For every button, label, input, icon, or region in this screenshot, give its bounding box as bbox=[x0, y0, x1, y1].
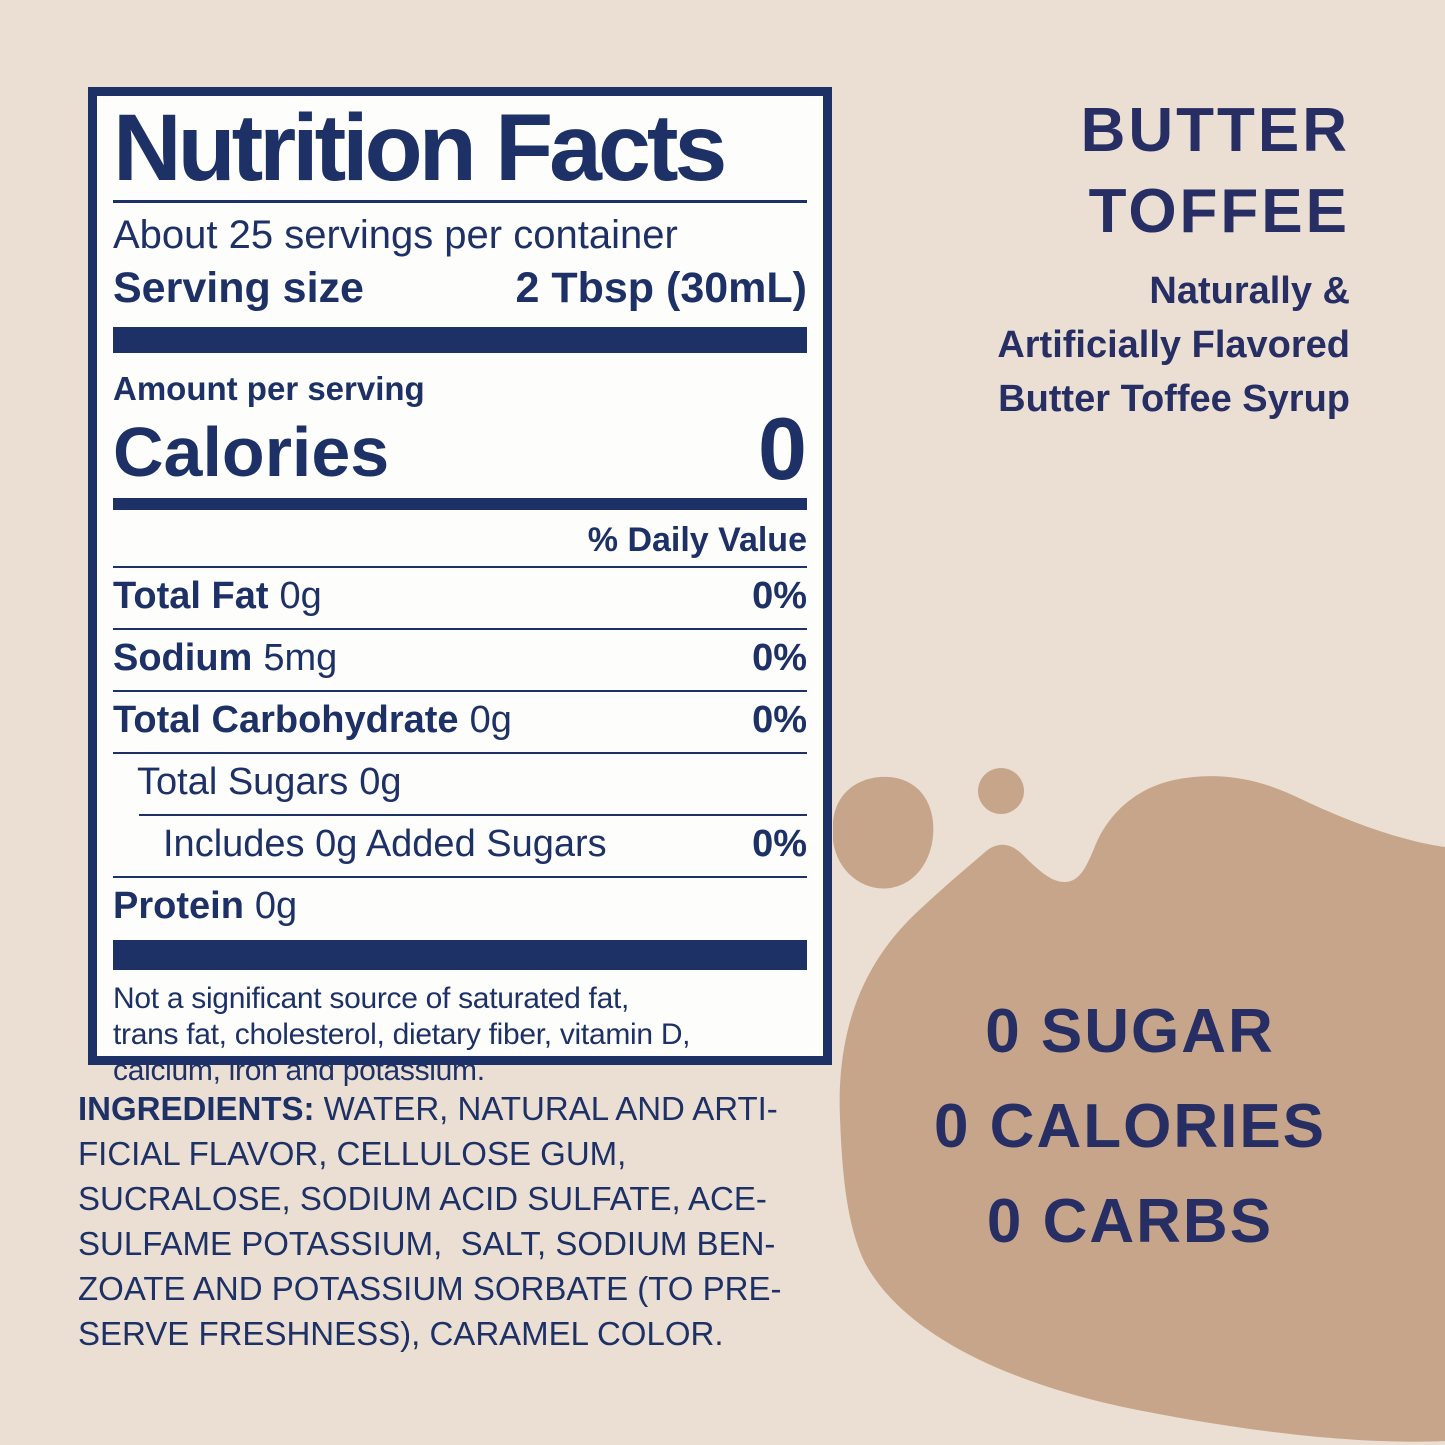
flavor-subtitle-line: Naturally & bbox=[1149, 270, 1350, 312]
ingredients-line: SUCRALOSE, SODIUM ACID SULFATE, ACE- bbox=[78, 1180, 767, 1217]
thick-divider bbox=[113, 327, 807, 353]
nutrient-row-total-carbohydrate: Total Carbohydrate 0g 0% bbox=[113, 692, 807, 748]
nutrient-daily-value: 0% bbox=[752, 699, 807, 741]
ingredients-line: SERVE FRESHNESS), CARAMEL COLOR. bbox=[78, 1315, 724, 1352]
nutrient-row-protein: Protein 0g bbox=[113, 878, 807, 934]
nutrition-facts-title: Nutrition Facts bbox=[113, 95, 727, 201]
thick-divider bbox=[113, 940, 807, 970]
splash-droplet bbox=[978, 768, 1024, 814]
footnote: Not a significant source of saturated fa… bbox=[113, 981, 807, 1089]
flavor-subtitle-line: Artificially Flavored bbox=[997, 324, 1350, 366]
divider bbox=[113, 628, 807, 630]
flavor-subtitle: Naturally & Artificially Flavored Butter… bbox=[997, 264, 1350, 426]
amount-per-serving-label: Amount per serving bbox=[113, 370, 425, 407]
calories-row: Calories 0 bbox=[113, 399, 807, 498]
splash-blob-small bbox=[833, 776, 934, 889]
nutrient-name: Total Fat bbox=[113, 575, 269, 617]
flavor-name-line-2: TOFFEE bbox=[1088, 177, 1350, 246]
nutrient-name: Protein bbox=[113, 885, 244, 927]
divider bbox=[113, 690, 807, 692]
nutrient-amount: 5mg bbox=[263, 637, 338, 679]
nutrient-name: Includes 0g Added Sugars bbox=[163, 823, 607, 865]
nutrient-amount: 0g bbox=[254, 885, 298, 927]
servings-per-container: About 25 servings per container bbox=[113, 213, 678, 257]
calories-value: 0 bbox=[758, 399, 807, 498]
nutrient-name: Sodium bbox=[113, 637, 253, 679]
nutrient-row-total-fat: Total Fat 0g 0% bbox=[113, 568, 807, 624]
serving-size-label: Serving size bbox=[113, 264, 364, 312]
nutrient-amount: 0g bbox=[469, 699, 512, 741]
nutrient-row-total-sugars: Total Sugars 0g bbox=[113, 754, 807, 810]
divider bbox=[113, 876, 807, 878]
ingredients-line: FICIAL FLAVOR, CELLULOSE GUM, bbox=[78, 1135, 627, 1172]
ingredients-line: SULFAME POTASSIUM, SALT, SODIUM BEN- bbox=[78, 1225, 776, 1262]
ingredients-section: INGREDIENTS: WATER, NATURAL AND ARTI- FI… bbox=[78, 1086, 878, 1356]
claim-zero-calories: 0 CALORIES bbox=[933, 1092, 1327, 1161]
nutrient-row-added-sugars: Includes 0g Added Sugars 0% bbox=[113, 816, 807, 872]
ingredients-line: INGREDIENTS: WATER, NATURAL AND ARTI- bbox=[78, 1086, 878, 1131]
flavor-title-block: BUTTER TOFFEE Naturally & Artificially F… bbox=[997, 90, 1350, 426]
nutrient-daily-value: 0% bbox=[752, 575, 807, 617]
nutrient-amount: 0g bbox=[359, 761, 402, 803]
footnote-line: calcium, iron and potassium. bbox=[113, 1054, 485, 1087]
divider bbox=[113, 752, 807, 754]
nutrient-name: Total Carbohydrate bbox=[113, 699, 459, 741]
nutrition-facts-panel: Nutrition Facts About 25 servings per co… bbox=[88, 87, 832, 1087]
claim-zero-carbs: 0 CARBS bbox=[986, 1187, 1274, 1256]
flavor-name-line-1: BUTTER bbox=[1080, 96, 1350, 165]
claim-zero-sugar: 0 SUGAR bbox=[985, 997, 1275, 1066]
nutrient-daily-value: 0% bbox=[752, 823, 807, 865]
calories-label: Calories bbox=[113, 413, 390, 491]
serving-size-row: Serving size 2 Tbsp (30mL) bbox=[113, 263, 807, 313]
divider bbox=[113, 566, 807, 568]
ingredients-text: WATER, NATURAL AND ARTI- bbox=[314, 1090, 778, 1127]
nutrient-daily-value: 0% bbox=[752, 637, 807, 679]
thick-divider bbox=[113, 498, 807, 510]
ingredients-label: INGREDIENTS: bbox=[78, 1090, 315, 1127]
footnote-line: Not a significant source of saturated fa… bbox=[113, 982, 630, 1015]
claims-block: 0 SUGAR 0 CALORIES 0 CARBS bbox=[900, 1000, 1360, 1285]
footnote-line: trans fat, cholesterol, dietary fiber, v… bbox=[113, 1018, 691, 1051]
nutrient-row-sodium: Sodium 5mg 0% bbox=[113, 630, 807, 686]
serving-size-value: 2 Tbsp (30mL) bbox=[515, 264, 808, 312]
daily-value-header: % Daily Value bbox=[587, 521, 807, 559]
divider bbox=[113, 200, 807, 203]
ingredients-line: ZOATE AND POTASSIUM SORBATE (TO PRE- bbox=[78, 1270, 782, 1307]
nutrient-name: Total Sugars bbox=[137, 761, 349, 803]
flavor-subtitle-line: Butter Toffee Syrup bbox=[998, 378, 1350, 420]
nutrient-amount: 0g bbox=[279, 575, 322, 617]
divider bbox=[139, 814, 807, 816]
splash-blob-main bbox=[839, 776, 1445, 1442]
